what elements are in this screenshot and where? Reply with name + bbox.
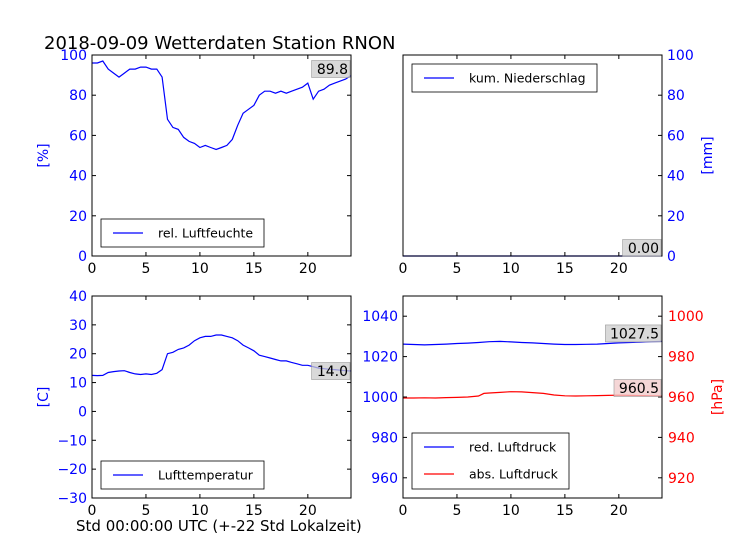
precipitation-ytick-label: 40 bbox=[667, 169, 685, 185]
precipitation-ytick-label: 100 bbox=[667, 48, 694, 64]
pressure-y2label: [hPa] bbox=[710, 379, 726, 415]
precipitation-ytick-label: 20 bbox=[667, 209, 685, 225]
temperature-latest-value-bg bbox=[311, 362, 351, 380]
precipitation-latest-value: 0.00 bbox=[628, 241, 659, 257]
pressure-xtick-label: 10 bbox=[502, 503, 520, 519]
figure-title: 2018-09-09 Wetterdaten Station RNON bbox=[44, 33, 395, 54]
precipitation-ytick-label: 60 bbox=[667, 128, 685, 144]
precipitation-ytick-label: 80 bbox=[667, 88, 685, 104]
temperature-xtick-label: 15 bbox=[245, 503, 263, 519]
pressure-y2tick-label: 980 bbox=[668, 350, 695, 366]
humidity-xtick-label: 10 bbox=[191, 261, 209, 277]
humidity-panel: 0 5 10 15 20 0 20 40 60 80 100 [%] 89.8 rel. Luftfeuc… bbox=[36, 48, 352, 277]
humidity-ytick-label: 60 bbox=[69, 128, 87, 144]
humidity-ytick-label: 20 bbox=[69, 209, 87, 225]
pressure-latest-value-0-bg bbox=[605, 324, 662, 343]
humidity-xtick-label: 20 bbox=[299, 261, 317, 277]
humidity-axes-frame bbox=[91, 54, 352, 257]
temperature-ytick-label: 20 bbox=[69, 347, 87, 363]
pressure-latest-value-1: 960.5 bbox=[619, 381, 659, 397]
pressure-ytick-label: 1040 bbox=[362, 309, 398, 325]
humidity-legend-box bbox=[100, 218, 265, 248]
pressure-panel: 0 5 10 15 20 960 980 1000 1020 1040 920 940 960 980 10… bbox=[362, 295, 726, 519]
precipitation-xtick-label: 20 bbox=[610, 261, 628, 277]
precipitation-ylabel: [mm] bbox=[700, 136, 716, 174]
pressure-latest-value-1-bg bbox=[613, 379, 662, 397]
temperature-xtick-label: 0 bbox=[88, 503, 97, 519]
humidity-latest-value-bg bbox=[311, 60, 351, 78]
temperature-ytick-label: 10 bbox=[69, 376, 87, 392]
precipitation-xtick-label: 0 bbox=[399, 261, 408, 277]
pressure-xtick-label: 15 bbox=[556, 503, 574, 519]
precipitation-xtick-label: 10 bbox=[502, 261, 520, 277]
precipitation-latest-value-bg bbox=[622, 239, 662, 257]
humidity-xtick-label: 5 bbox=[141, 261, 150, 277]
temperature-ytick-label: 0 bbox=[78, 404, 87, 420]
pressure-legend-label: abs. Luftdruck bbox=[469, 467, 559, 482]
temperature-axes-frame bbox=[91, 295, 352, 499]
temperature-latest-value: 14.0 bbox=[317, 364, 348, 380]
humidity-ytick-label: 80 bbox=[69, 88, 87, 104]
humidity-legend-label: rel. Luftfeuchte bbox=[158, 226, 253, 241]
pressure-y2tick-label: 920 bbox=[668, 471, 695, 487]
precipitation-axes-frame bbox=[402, 54, 663, 257]
pressure-ytick-label: 1000 bbox=[362, 390, 398, 406]
figure-xlabel: Std 00:00:00 UTC (+-22 Std Lokalzeit) bbox=[76, 517, 362, 535]
pressure-y2tick-label: 960 bbox=[668, 390, 695, 406]
pressure-latest-value-0: 1027.5 bbox=[610, 326, 659, 342]
pressure-legend-box bbox=[411, 432, 570, 490]
precipitation-ytick-label: 0 bbox=[667, 249, 676, 265]
precipitation-legend-label: kum. Niederschlag bbox=[469, 71, 586, 86]
pressure-y2tick-label: 1000 bbox=[668, 309, 704, 325]
temperature-ytick-label: −10 bbox=[57, 433, 87, 449]
pressure-y2tick-label: 940 bbox=[668, 430, 695, 446]
pressure-legend-label: red. Luftdruck bbox=[469, 440, 557, 455]
temperature-ytick-label: 30 bbox=[69, 318, 87, 334]
pressure-xtick-label: 0 bbox=[399, 503, 408, 519]
temperature-xtick-label: 5 bbox=[141, 503, 150, 519]
temperature-legend-label: Lufttemperatur bbox=[158, 468, 254, 483]
humidity-latest-value: 89.8 bbox=[317, 62, 348, 78]
temperature-ytick-label: −20 bbox=[57, 462, 87, 478]
humidity-xtick-label: 0 bbox=[88, 261, 97, 277]
pressure-ytick-label: 960 bbox=[371, 471, 398, 487]
humidity-ytick-label: 0 bbox=[78, 249, 87, 265]
humidity-ytick-label: 100 bbox=[60, 48, 87, 64]
precipitation-xtick-label: 15 bbox=[556, 261, 574, 277]
temperature-ylabel: [C] bbox=[36, 387, 52, 408]
temperature-xtick-label: 10 bbox=[191, 503, 209, 519]
temperature-ytick-label: 40 bbox=[69, 289, 87, 305]
pressure-xtick-label: 5 bbox=[452, 503, 461, 519]
precipitation-xtick-label: 5 bbox=[452, 261, 461, 277]
pressure-ytick-label: 1020 bbox=[362, 350, 398, 366]
temperature-panel: 0 5 10 15 20 −30 −20 −10 0 10 20 30 40 [C] 14.0 Lufttem… bbox=[36, 289, 352, 519]
pressure-xtick-label: 20 bbox=[610, 503, 628, 519]
pressure-ytick-label: 980 bbox=[371, 430, 398, 446]
temperature-xtick-label: 20 bbox=[299, 503, 317, 519]
humidity-ytick-label: 40 bbox=[69, 169, 87, 185]
pressure-series-line-0 bbox=[402, 340, 663, 346]
humidity-ylabel: [%] bbox=[36, 143, 52, 167]
humidity-series-line-0 bbox=[92, 60, 352, 151]
precipitation-panel: 0 5 10 15 20 0 20 40 60 80 100 [mm] 0.00 kum. Nieders… bbox=[399, 48, 716, 277]
temperature-ytick-label: −30 bbox=[57, 491, 87, 507]
humidity-xtick-label: 15 bbox=[245, 261, 263, 277]
temperature-series-line-0 bbox=[91, 334, 352, 377]
